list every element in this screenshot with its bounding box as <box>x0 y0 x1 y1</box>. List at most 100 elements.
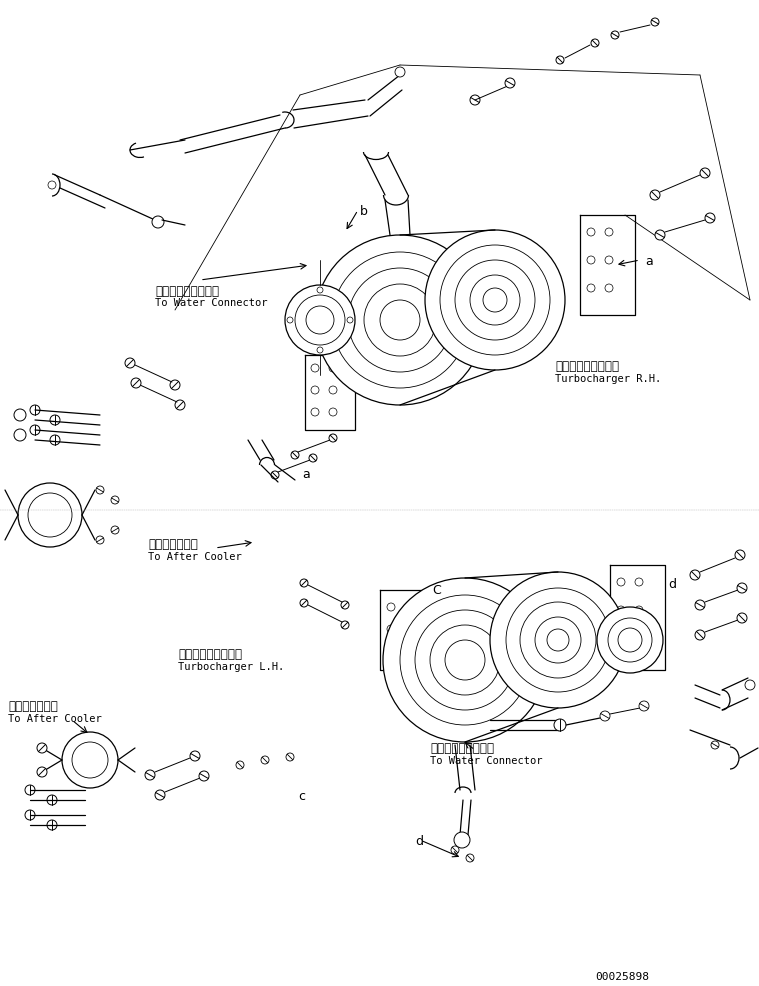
Circle shape <box>111 496 119 504</box>
Circle shape <box>505 78 515 88</box>
Circle shape <box>700 168 710 178</box>
Circle shape <box>175 400 185 410</box>
Circle shape <box>300 579 308 587</box>
Circle shape <box>745 680 755 690</box>
Circle shape <box>455 260 535 340</box>
Circle shape <box>655 230 665 240</box>
Circle shape <box>329 364 337 372</box>
Circle shape <box>341 601 349 609</box>
Circle shape <box>737 613 747 623</box>
Circle shape <box>309 454 317 462</box>
Circle shape <box>14 409 26 421</box>
Circle shape <box>445 640 485 680</box>
Circle shape <box>170 380 180 390</box>
Circle shape <box>317 287 323 293</box>
Circle shape <box>329 408 337 416</box>
Circle shape <box>735 550 745 560</box>
Circle shape <box>415 610 515 710</box>
Circle shape <box>380 300 420 340</box>
Circle shape <box>47 795 57 805</box>
Circle shape <box>96 486 104 494</box>
Text: アフタクーラへ: アフタクーラへ <box>8 700 58 713</box>
Circle shape <box>364 284 436 356</box>
Circle shape <box>470 95 480 105</box>
Circle shape <box>96 536 104 544</box>
Circle shape <box>306 306 334 334</box>
Circle shape <box>454 832 470 848</box>
Circle shape <box>451 846 459 854</box>
Circle shape <box>383 578 547 742</box>
Circle shape <box>608 618 652 662</box>
Circle shape <box>591 39 599 47</box>
Circle shape <box>37 743 47 753</box>
Circle shape <box>315 235 485 405</box>
Circle shape <box>425 230 565 370</box>
Text: アフタクーラへ: アフタクーラへ <box>148 538 198 551</box>
Text: Turbocharger L.H.: Turbocharger L.H. <box>178 662 285 672</box>
Circle shape <box>587 228 595 236</box>
Circle shape <box>635 634 643 642</box>
Text: c: c <box>298 790 305 803</box>
Text: a: a <box>645 255 653 268</box>
Circle shape <box>341 621 349 629</box>
Circle shape <box>611 31 619 39</box>
Circle shape <box>618 628 642 652</box>
Text: b: b <box>360 205 368 218</box>
Circle shape <box>317 347 323 353</box>
Circle shape <box>145 770 155 780</box>
Circle shape <box>300 599 308 607</box>
Circle shape <box>199 771 209 781</box>
Circle shape <box>311 386 319 394</box>
Text: 00025898: 00025898 <box>595 972 649 982</box>
Circle shape <box>236 761 244 769</box>
Circle shape <box>155 790 165 800</box>
Circle shape <box>291 451 299 459</box>
Circle shape <box>405 603 413 611</box>
Circle shape <box>329 434 337 442</box>
Circle shape <box>72 742 108 778</box>
Circle shape <box>600 711 610 721</box>
Circle shape <box>651 18 659 26</box>
Circle shape <box>311 364 319 372</box>
Circle shape <box>605 256 613 264</box>
Circle shape <box>152 216 164 228</box>
Circle shape <box>30 405 40 415</box>
Text: ターボチャージャ右: ターボチャージャ右 <box>555 360 619 373</box>
Circle shape <box>690 570 700 580</box>
Circle shape <box>635 606 643 614</box>
Circle shape <box>554 719 566 731</box>
Circle shape <box>62 732 118 788</box>
Circle shape <box>506 588 610 692</box>
Circle shape <box>695 630 705 640</box>
Circle shape <box>430 625 500 695</box>
Circle shape <box>605 284 613 292</box>
Circle shape <box>597 607 663 673</box>
Circle shape <box>387 625 395 633</box>
Circle shape <box>400 595 530 725</box>
Circle shape <box>286 753 294 761</box>
Circle shape <box>47 820 57 830</box>
Circle shape <box>295 295 345 345</box>
Circle shape <box>311 408 319 416</box>
Circle shape <box>587 284 595 292</box>
Circle shape <box>37 767 47 777</box>
Circle shape <box>705 213 715 223</box>
Circle shape <box>617 634 625 642</box>
Circle shape <box>405 625 413 633</box>
Circle shape <box>711 741 719 749</box>
Text: To After Cooler: To After Cooler <box>8 714 102 724</box>
Circle shape <box>535 617 581 663</box>
Circle shape <box>285 285 355 355</box>
Circle shape <box>131 378 141 388</box>
Text: ウォータコネクタへ: ウォータコネクタへ <box>430 742 494 755</box>
Text: To After Cooler: To After Cooler <box>148 552 242 562</box>
Text: a: a <box>302 468 310 481</box>
Text: Turbocharger R.H.: Turbocharger R.H. <box>555 374 661 384</box>
Circle shape <box>695 600 705 610</box>
Circle shape <box>470 275 520 325</box>
Text: d: d <box>668 578 676 591</box>
Circle shape <box>348 268 452 372</box>
Circle shape <box>405 647 413 655</box>
Circle shape <box>556 56 564 64</box>
Circle shape <box>466 854 474 862</box>
